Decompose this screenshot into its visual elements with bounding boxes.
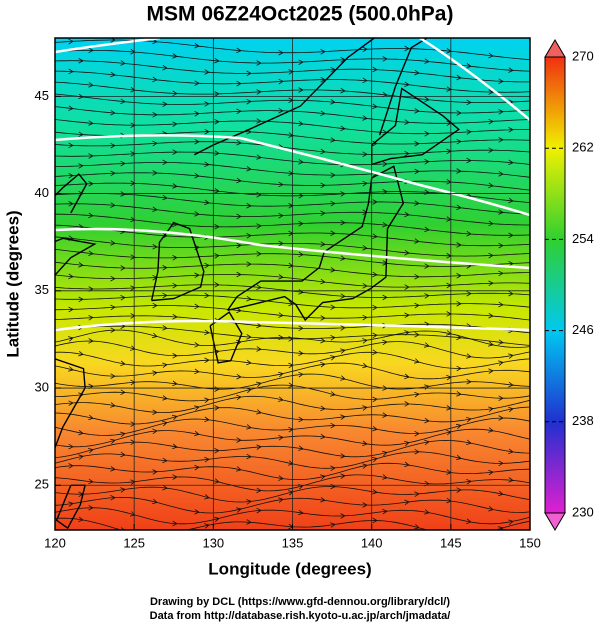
colorbar-extend-bottom bbox=[544, 512, 566, 531]
coastline bbox=[193, 38, 376, 156]
x-tick-label: 125 bbox=[123, 535, 145, 550]
plot bbox=[55, 38, 530, 530]
colorbar-tick-label: 246 bbox=[572, 322, 594, 337]
x-axis-label: Longitude (degrees) bbox=[208, 559, 371, 578]
colorbar-tick-label: 230 bbox=[572, 504, 594, 519]
coastline bbox=[55, 358, 86, 450]
colorbar-extend-top bbox=[544, 39, 566, 58]
coastline bbox=[209, 311, 243, 364]
x-tick-label: 145 bbox=[440, 535, 462, 550]
contour bbox=[55, 134, 530, 217]
coastline bbox=[378, 38, 428, 136]
coastline bbox=[371, 87, 460, 166]
colorbar-tick-label: 254 bbox=[572, 231, 594, 246]
contour bbox=[55, 227, 530, 270]
y-tick-label: 35 bbox=[35, 282, 49, 297]
colorbar-tick-label: 270 bbox=[572, 48, 594, 63]
x-tick-label: 130 bbox=[202, 535, 224, 550]
x-tick-label: 140 bbox=[361, 535, 383, 550]
title: MSM 06Z24Oct2025 (500.0hPa) bbox=[147, 3, 454, 26]
contour bbox=[55, 38, 161, 54]
x-tick-label: 150 bbox=[519, 535, 541, 550]
colorbar-tick-label: 238 bbox=[572, 413, 594, 428]
coastline bbox=[55, 237, 97, 276]
contour bbox=[55, 319, 530, 332]
y-tick-label: 45 bbox=[35, 88, 49, 103]
coastline bbox=[150, 221, 205, 302]
colorbar bbox=[544, 56, 566, 514]
x-tick-label: 135 bbox=[282, 535, 304, 550]
x-tick-label: 120 bbox=[44, 535, 66, 550]
y-tick-label: 40 bbox=[35, 185, 49, 200]
colorbar-tick-label: 262 bbox=[572, 140, 594, 155]
credit: Drawing by DCL (https://www.gfd-dennou.o… bbox=[150, 596, 450, 608]
credit: Data from http://database.rish.kyoto-u.a… bbox=[150, 610, 451, 622]
y-tick-label: 25 bbox=[35, 477, 49, 492]
y-tick-label: 30 bbox=[35, 379, 49, 394]
contour bbox=[419, 38, 530, 121]
y-axis-label: Latitude (degrees) bbox=[3, 210, 22, 357]
coastline bbox=[227, 165, 405, 322]
